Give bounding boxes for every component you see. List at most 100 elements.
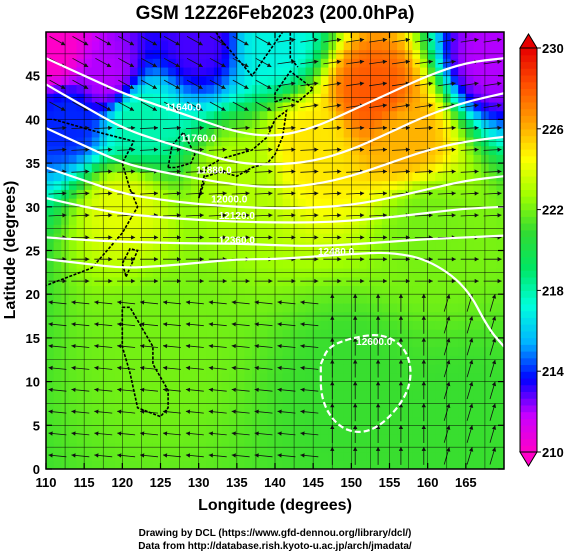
heat-cell [84, 364, 93, 374]
heat-cell [358, 101, 368, 112]
heat-cell [450, 189, 459, 199]
heat-cell [76, 32, 85, 42]
heat-cell [221, 145, 230, 155]
heat-cell [336, 442, 345, 453]
wind-arrowhead [360, 125, 365, 131]
heat-cell [244, 250, 253, 260]
colorbar-segment [520, 128, 537, 137]
heat-cell [458, 320, 467, 330]
heat-cell [152, 451, 162, 461]
heat-cell [496, 58, 504, 68]
heat-cell [275, 372, 284, 383]
heat-cell [152, 171, 162, 182]
wind-arrowhead [71, 344, 76, 349]
colorbar-segment [520, 337, 537, 345]
heat-cell [435, 119, 444, 129]
heat-cell [496, 215, 504, 225]
heat-cell [244, 171, 253, 182]
heat-cell [53, 425, 62, 435]
heat-cell [412, 434, 421, 444]
wind-arrowhead [382, 169, 387, 174]
heat-cell [84, 171, 93, 182]
colorbar-segment [520, 431, 537, 440]
heat-cell [290, 32, 299, 42]
heat-cell [290, 302, 299, 313]
heat-cell [450, 390, 459, 400]
heat-cell [381, 49, 391, 59]
heat-cell [458, 434, 467, 444]
heat-cell [107, 434, 116, 444]
heat-cell [450, 163, 459, 173]
heat-cell [435, 381, 444, 391]
heat-cell [152, 407, 162, 418]
heat-cell [412, 416, 421, 426]
heat-cell [465, 285, 475, 295]
heat-cell [458, 93, 467, 103]
heat-cell [450, 32, 459, 42]
heat-cell [488, 241, 497, 252]
heat-cell [236, 329, 246, 339]
heat-cell [320, 58, 330, 68]
heat-cell [122, 329, 131, 339]
x-tick-label: 130 [188, 475, 210, 490]
heat-cell [61, 451, 70, 461]
wind-arrowhead [131, 125, 136, 131]
heat-cell [275, 163, 284, 173]
colorbar-segment [520, 411, 537, 419]
heat-cell [198, 390, 207, 400]
heat-cell [46, 58, 55, 68]
heat-cell [91, 285, 101, 295]
heat-cell [76, 215, 85, 225]
heat-cell [229, 460, 238, 469]
heat-cell [435, 416, 444, 426]
heat-cell [358, 381, 368, 391]
heat-cell [68, 93, 78, 103]
heat-cell [473, 145, 482, 155]
heat-cell [221, 451, 230, 461]
heat-cell [107, 390, 116, 400]
heat-cell [427, 337, 436, 348]
heat-cell [282, 163, 291, 173]
heat-cell [91, 302, 101, 313]
heat-cell [275, 329, 284, 339]
heat-cell [198, 434, 207, 444]
heat-cell [122, 163, 131, 173]
heat-cell [397, 171, 406, 182]
heat-cell [152, 346, 162, 356]
wind-arrowhead [451, 278, 456, 284]
heat-cell [107, 381, 116, 391]
heat-cell [122, 75, 131, 86]
heat-cell [91, 93, 101, 103]
heat-cell [129, 189, 139, 199]
heat-cell [160, 294, 169, 304]
heat-cell [122, 390, 131, 400]
wind-arrowhead [491, 403, 497, 408]
heat-cell [397, 84, 406, 94]
heat-cell [191, 32, 200, 42]
heat-cell [152, 364, 162, 374]
heat-cell [152, 329, 162, 339]
wind-arrowhead [291, 213, 296, 218]
heat-cell [114, 215, 123, 225]
wind-arrowhead [198, 63, 203, 67]
heat-cell [107, 110, 116, 120]
heat-cell [84, 49, 93, 59]
heat-cell [488, 442, 497, 453]
heat-cell [259, 154, 268, 164]
wind-arrowhead [474, 169, 479, 174]
wind-arrowhead [62, 278, 67, 284]
heat-cell [320, 451, 330, 461]
heat-cell [282, 49, 291, 59]
heat-cell [313, 49, 322, 59]
heat-cell [114, 206, 123, 217]
heat-cell [336, 171, 345, 182]
colorbar-segment [520, 371, 537, 379]
heat-cell [244, 119, 253, 129]
heat-cell [175, 171, 184, 182]
heat-cell [244, 460, 253, 469]
heat-cell [404, 154, 413, 164]
heat-cell [397, 198, 406, 208]
wind-arrowhead [222, 235, 227, 240]
heat-cell [152, 267, 162, 278]
heat-cell [412, 320, 421, 330]
